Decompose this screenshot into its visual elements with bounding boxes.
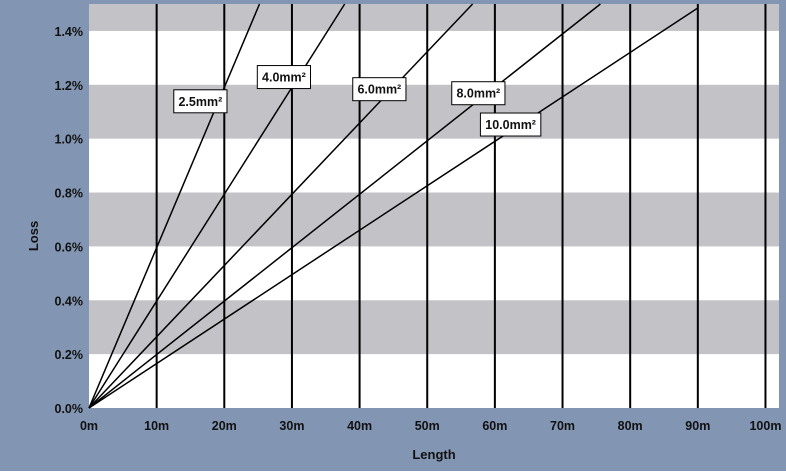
y-tick-label: 1.0% [55, 133, 84, 147]
y-tick-label: 0.0% [55, 402, 84, 416]
x-tick-label: 100m [749, 419, 781, 433]
series-label: 8.0mm² [456, 87, 500, 101]
x-tick-label: 80m [618, 419, 643, 433]
gray-band [89, 4, 779, 31]
x-tick-label: 50m [415, 419, 440, 433]
x-tick-label: 60m [482, 419, 507, 433]
horizontal-bands [89, 4, 779, 408]
series-label: 4.0mm² [262, 71, 306, 85]
x-tick-label: 70m [550, 419, 575, 433]
x-axis-title: Length [412, 447, 455, 462]
gray-band [89, 192, 779, 247]
y-tick-label: 1.4% [55, 25, 84, 39]
series-line [88, 3, 474, 409]
y-axis-title: Loss [26, 221, 41, 251]
series-label-box [352, 77, 407, 102]
x-tick-label: 10m [144, 419, 169, 433]
y-tick-label: 0.8% [55, 187, 84, 201]
series-lines [88, 3, 699, 409]
y-tick-labels: 0.0% 0.2% 0.4% 0.6% 0.8% 1.0% 1.2% 1.4% [55, 25, 84, 416]
gray-band [89, 300, 779, 355]
y-tick-label: 1.2% [55, 79, 84, 93]
series-line [88, 7, 699, 409]
x-tick-label: 90m [685, 419, 710, 433]
series-line [88, 3, 601, 409]
series-label: 2.5mm² [178, 95, 222, 109]
x-tick-label: 40m [347, 419, 372, 433]
x-tick-label: 0m [80, 419, 98, 433]
x-tick-label: 20m [212, 419, 237, 433]
y-tick-label: 0.2% [55, 348, 84, 362]
x-tick-labels: 0m 10m 20m 30m 40m 50m 60m 70m 80m 90m 100m [80, 419, 782, 433]
series-label-box [256, 65, 312, 90]
series-line [88, 3, 261, 409]
series-label: 10.0mm² [485, 118, 536, 132]
y-tick-label: 0.4% [55, 294, 84, 308]
series-labels: 2.5mm² 4.0mm² 6.0mm² 8.0mm² 10.0mm² [173, 65, 542, 137]
y-tick-label: 0.6% [55, 240, 84, 254]
x-tick-label: 30m [279, 419, 304, 433]
series-label-box [451, 81, 506, 106]
series-label: 6.0mm² [357, 83, 401, 97]
series-label-box [479, 112, 542, 137]
series-label-box [173, 89, 228, 114]
